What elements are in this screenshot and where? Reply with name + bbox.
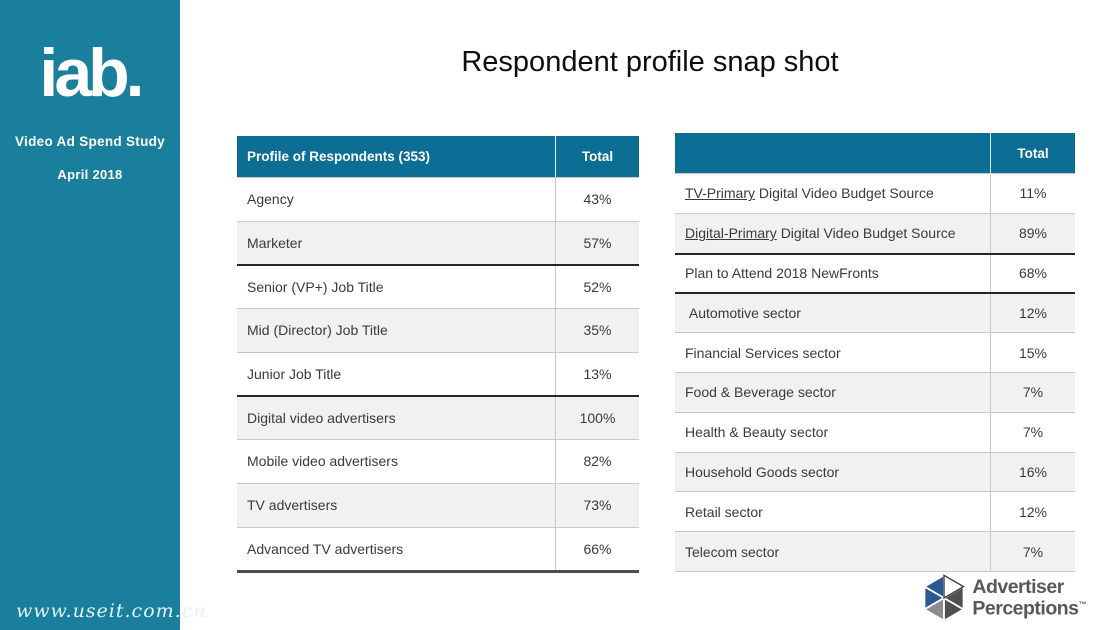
sidebar: iab. Video Ad Spend Study April 2018 www… xyxy=(0,0,206,630)
row-label-text: Marketer xyxy=(247,235,303,252)
row-value: 57% xyxy=(555,221,639,265)
study-date: April 2018 xyxy=(57,167,123,182)
row-value: 11% xyxy=(990,174,1075,213)
row-label-text: Financial Services sector xyxy=(685,344,841,361)
row-label-text: Mid (Director) Job Title xyxy=(247,322,388,339)
table-row: Marketer 57% xyxy=(237,220,639,265)
table-row: Advanced TV advertisers 66% xyxy=(237,526,639,571)
row-label: Retail sector xyxy=(675,492,990,531)
row-label-text: Automotive sector xyxy=(685,305,801,322)
table-row: Mid (Director) Job Title 35% xyxy=(237,308,639,352)
row-value: 12% xyxy=(990,492,1075,532)
row-label-text: Advanced TV advertisers xyxy=(247,540,404,557)
trademark-symbol: ™ xyxy=(1078,600,1087,610)
row-label-text: Senior (VP+) Job Title xyxy=(247,279,384,296)
row-label: Agency xyxy=(237,178,555,221)
row-label: Health & Beauty sector xyxy=(675,413,990,452)
table-row: TV advertisers 73% xyxy=(237,482,639,527)
row-label: Junior Job Title xyxy=(237,353,555,396)
underlined-term: Digital-Primary xyxy=(685,225,777,242)
row-label: Advanced TV advertisers xyxy=(237,528,555,571)
table-row: Food & Beverage sector 7% xyxy=(675,371,1075,412)
row-label: Mobile video advertisers xyxy=(237,440,555,483)
row-label-text: Mobile video advertisers xyxy=(247,453,398,470)
row-value: 100% xyxy=(555,397,639,440)
row-label: Digital-Primary Digital Video Budget Sou… xyxy=(675,214,990,253)
row-value: 13% xyxy=(555,352,639,396)
header-total: Total xyxy=(990,133,1075,173)
header-label xyxy=(675,133,990,173)
profile-table: Profile of Respondents (353) Total Agency 4… xyxy=(237,136,639,574)
header-total: Total xyxy=(555,136,639,177)
table-row: Digital-Primary Digital Video Budget Sou… xyxy=(675,212,1075,253)
row-label: Food & Beverage sector xyxy=(675,373,990,412)
row-value: 7% xyxy=(990,532,1075,571)
table-row: TV-Primary Digital Video Budget Source 11… xyxy=(675,173,1075,213)
row-value: 7% xyxy=(990,372,1075,412)
row-label: Telecom sector xyxy=(675,532,990,571)
row-label: Household Goods sector xyxy=(675,453,990,492)
row-label: Digital video advertisers xyxy=(237,397,555,439)
row-label: Financial Services sector xyxy=(675,333,990,372)
row-value: 89% xyxy=(990,213,1075,253)
underlined-term: TV-Primary xyxy=(685,185,755,202)
table-row: Agency 43% xyxy=(237,177,639,221)
iab-logo: iab. xyxy=(39,35,144,111)
row-label-text: Junior Job Title xyxy=(247,366,342,383)
row-label: Automotive sector xyxy=(675,294,990,332)
table-row: Senior (VP+) Job Title 52% xyxy=(237,264,639,309)
row-value: 16% xyxy=(990,452,1075,492)
row-label-text: Digital Video Budget Source xyxy=(755,185,934,202)
logo-line2: Perceptions xyxy=(972,597,1079,620)
row-value: 82% xyxy=(555,440,639,483)
row-value: 35% xyxy=(555,309,639,352)
table-row: Digital video advertisers 100% xyxy=(237,395,639,440)
budget-sector-table: Total TV-Primary Digital Video Budget Sou… xyxy=(675,133,1075,572)
row-label-text: Retail sector xyxy=(685,503,763,520)
row-value: 43% xyxy=(555,178,639,221)
watermark-url: www.useit.com.cn xyxy=(16,600,207,622)
row-value: 52% xyxy=(555,266,639,309)
table-row: Mobile video advertisers 82% xyxy=(237,439,639,483)
table-row: Junior Job Title 13% xyxy=(237,351,639,396)
row-label: Mid (Director) Job Title xyxy=(237,309,555,352)
row-label: Plan to Attend 2018 NewFronts xyxy=(675,255,990,293)
row-label-text: Agency xyxy=(247,191,294,208)
table-row: Financial Services sector 15% xyxy=(675,332,1075,372)
row-label-text: Digital Video Budget Source xyxy=(776,225,956,242)
logo-line1: Advertiser xyxy=(972,576,1064,599)
row-value: 12% xyxy=(990,294,1075,333)
table-row: Retail sector 12% xyxy=(675,491,1075,532)
row-label: TV-Primary Digital Video Budget Source xyxy=(675,174,990,213)
table-header-row: Total xyxy=(675,133,1075,173)
study-title: Video Ad Spend Study xyxy=(14,134,165,149)
table-row: Household Goods sector 16% xyxy=(675,451,1075,492)
table-row: Automotive sector 12% xyxy=(675,292,1075,333)
row-label-text: Health & Beauty sector xyxy=(685,424,829,441)
advertiser-perceptions-logo: Advertiser Perceptions™ xyxy=(921,573,1086,623)
table-row: Telecom sector 7% xyxy=(675,531,1075,571)
row-label: Marketer xyxy=(237,222,555,265)
table-row: Plan to Attend 2018 NewFronts 68% xyxy=(675,252,1075,293)
page-title: Respondent profile snap shot xyxy=(461,46,839,78)
table-row: Health & Beauty sector 7% xyxy=(675,411,1075,452)
advertiser-perceptions-wordmark: Advertiser Perceptions™ xyxy=(972,576,1087,620)
row-label-text: Food & Beverage sector xyxy=(685,384,836,401)
table-header-row: Profile of Respondents (353) Total xyxy=(237,136,639,177)
row-value: 73% xyxy=(555,483,639,527)
row-label-text: Digital video advertisers xyxy=(247,410,396,427)
hexagon-logo-icon xyxy=(923,573,966,623)
row-label-text: Household Goods sector xyxy=(685,463,840,480)
row-value: 68% xyxy=(990,254,1075,293)
header-label: Profile of Respondents (353) xyxy=(247,149,431,164)
row-label-text: TV advertisers xyxy=(247,497,338,514)
row-label: Senior (VP+) Job Title xyxy=(237,266,555,308)
row-value: 15% xyxy=(990,333,1075,372)
row-label-text: Telecom sector xyxy=(685,543,780,560)
row-value: 66% xyxy=(555,527,639,571)
row-label-text: Plan to Attend 2018 NewFronts xyxy=(685,265,879,282)
row-value: 7% xyxy=(990,412,1075,452)
row-label: TV advertisers xyxy=(237,484,555,527)
